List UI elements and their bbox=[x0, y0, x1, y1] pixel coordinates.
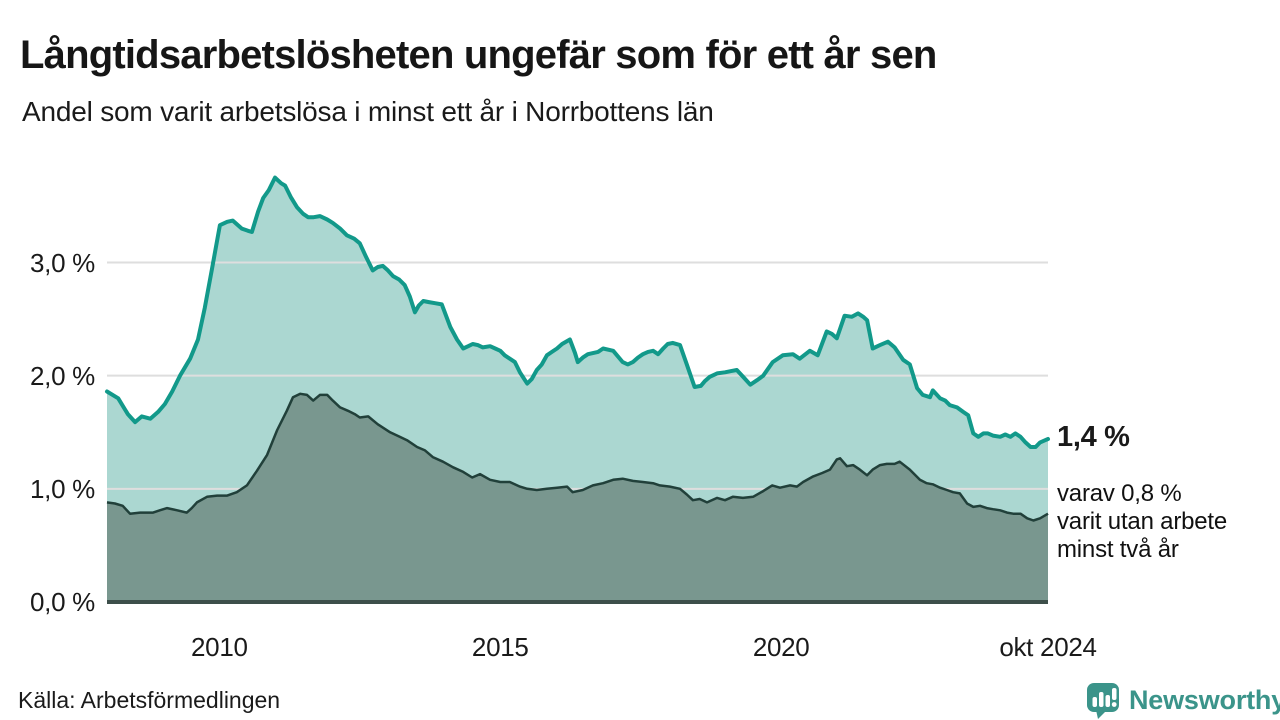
series-2-line bbox=[106, 392, 1049, 522]
x-axis-tick-label: 2015 bbox=[471, 632, 529, 662]
y-axis-tick-label: 1,0 % bbox=[30, 473, 95, 504]
newsworthy-logo-text: Newsworthy bbox=[1129, 684, 1280, 715]
series-2-area bbox=[107, 393, 1048, 602]
chart-title: Långtidsarbetslösheten ungefär som för e… bbox=[20, 32, 937, 77]
latest-value-note: varav 0,8 % varit utan arbete minst två … bbox=[1057, 480, 1227, 564]
source-credit: Källa: Arbetsförmedlingen bbox=[18, 687, 281, 713]
latest-note-line: varit utan arbete bbox=[1057, 508, 1228, 535]
chart-subtitle: Andel som varit arbetslösa i minst ett å… bbox=[22, 96, 714, 127]
series-1-line bbox=[105, 175, 1050, 449]
x-axis-tick-label: 2010 bbox=[191, 632, 248, 662]
latest-note-line: varav 0,8 % bbox=[1057, 480, 1182, 507]
y-axis-tick-label: 0,0 % bbox=[30, 587, 95, 617]
latest-note-line: minst två år bbox=[1057, 536, 1179, 563]
x-axis-tick-label: 2020 bbox=[752, 632, 810, 662]
newsworthy-logo-icon bbox=[1087, 682, 1119, 719]
x-axis-tick-label: okt 2024 bbox=[999, 632, 1097, 662]
y-axis: 0,0 % 1,0 % 2,0 % 3,0 % bbox=[0, 0, 97, 720]
newsworthy-logo: Newsworthy bbox=[1084, 680, 1280, 720]
y-axis-tick-label: 3,0 % bbox=[30, 247, 95, 278]
latest-value-label: 1,4 % bbox=[1057, 421, 1130, 453]
y-axis-tick-label: 2,0 % bbox=[30, 360, 95, 391]
